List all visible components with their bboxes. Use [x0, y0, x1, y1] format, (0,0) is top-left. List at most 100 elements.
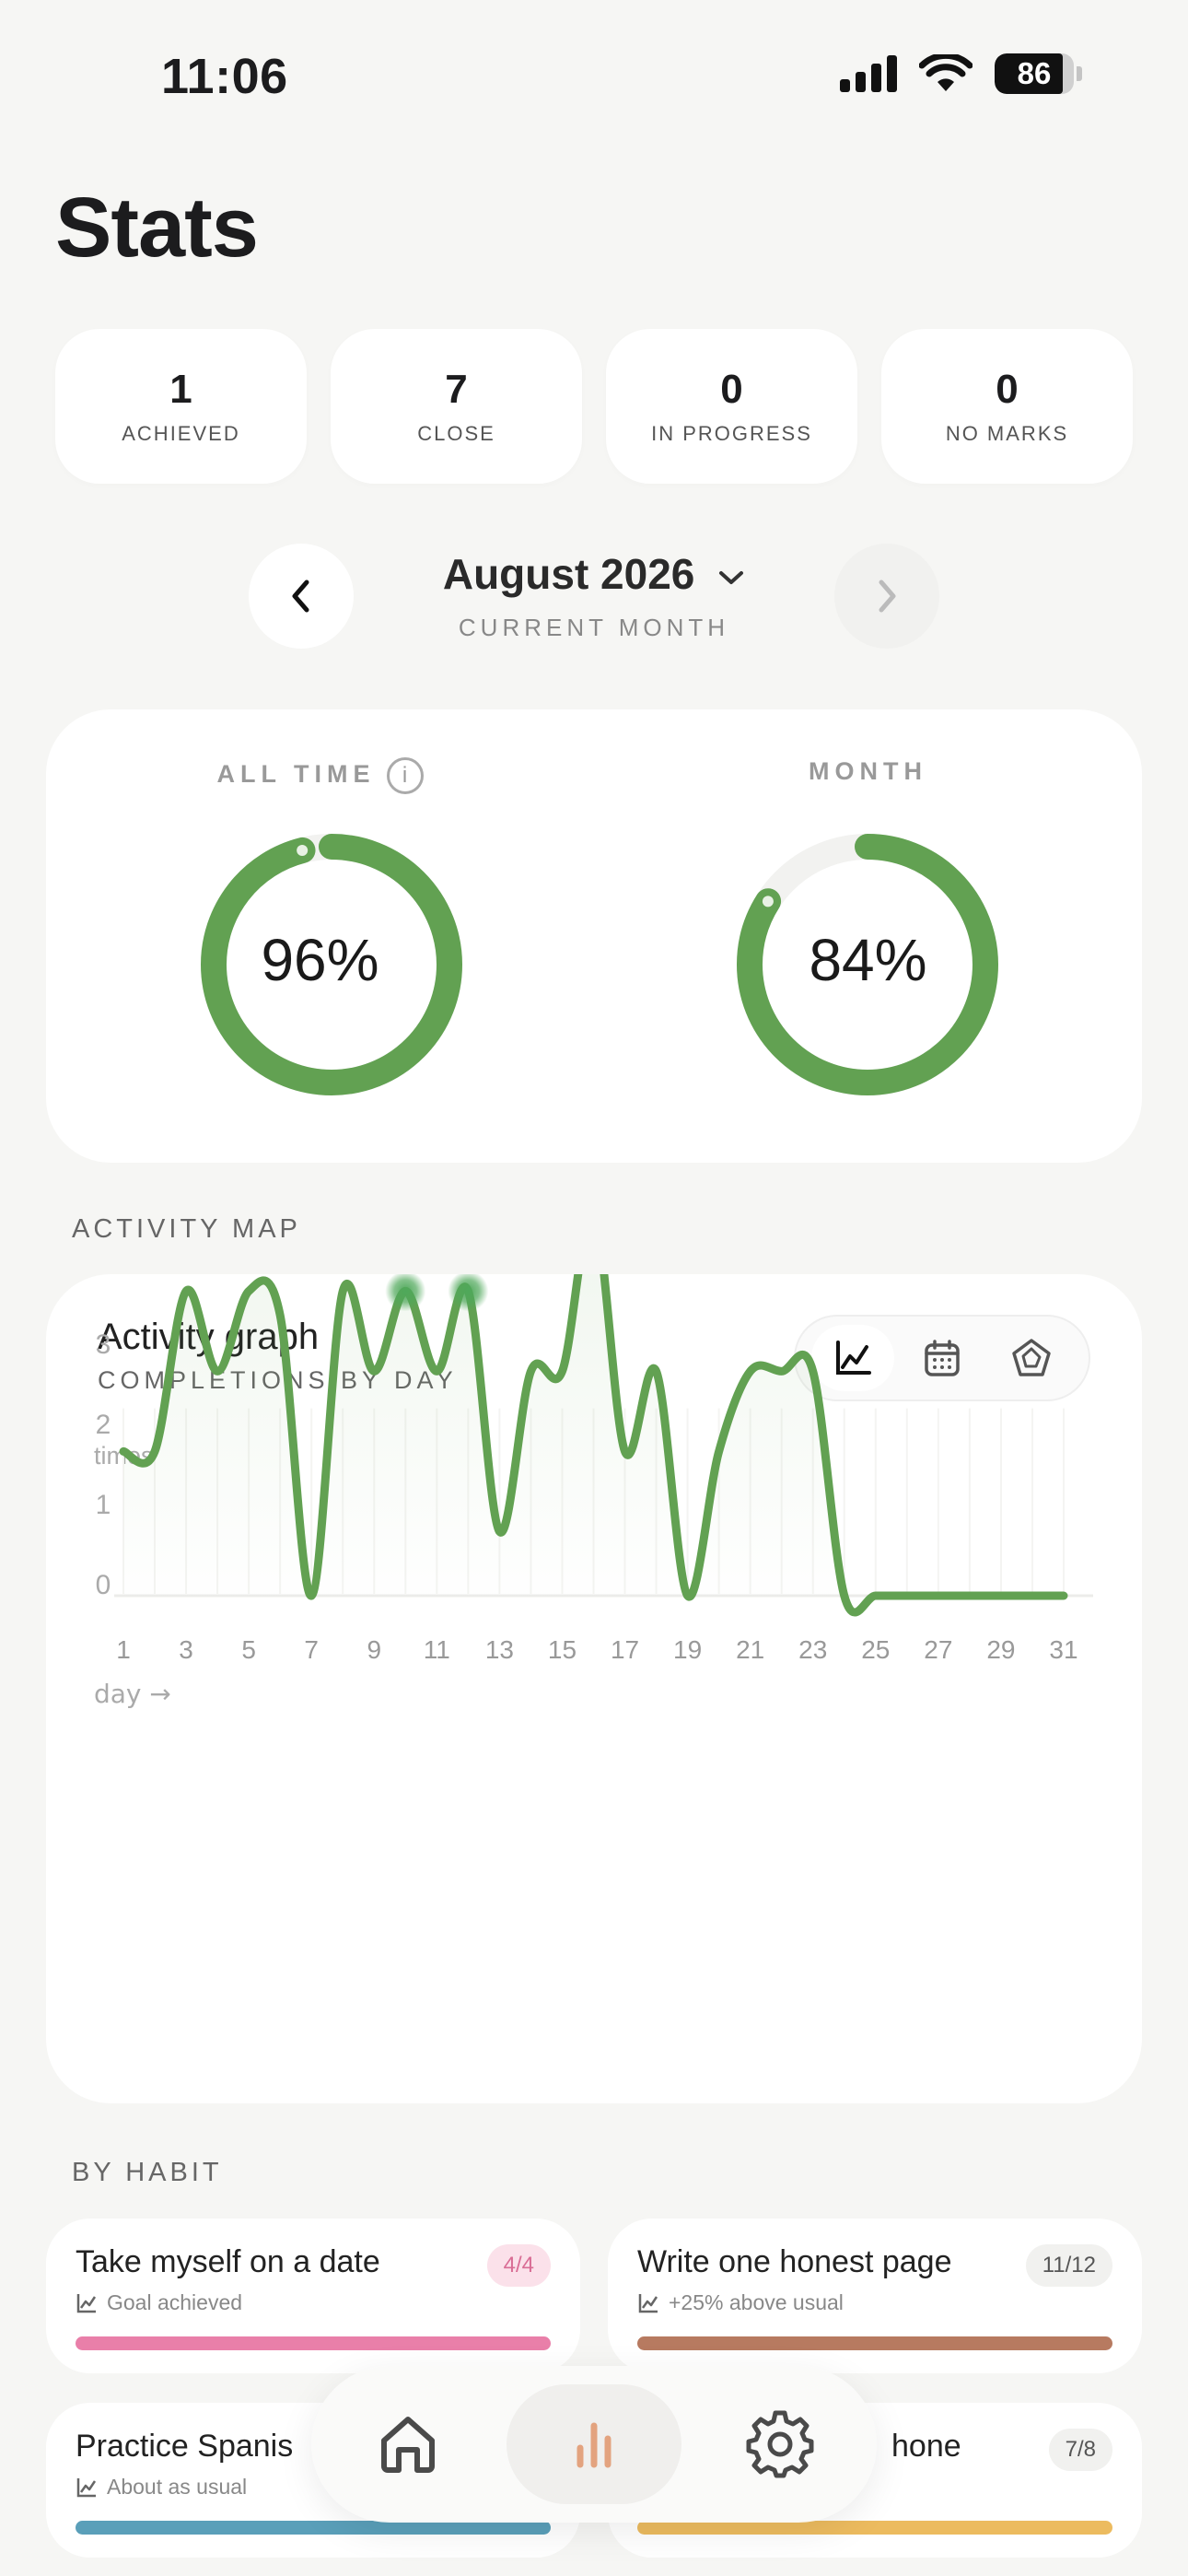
habit-card[interactable]: Take myself on a date Goal achieved 4/4 — [46, 2219, 580, 2373]
data-point — [997, 1592, 1005, 1599]
chevron-right-icon — [879, 580, 896, 613]
habit-note: Goal achieved — [76, 2290, 242, 2315]
x-tick-label: 27 — [924, 1635, 952, 1664]
view-switcher — [794, 1315, 1090, 1401]
summary-value: 1 — [169, 367, 192, 412]
section-label-by-habit: BY HABIT — [72, 2158, 223, 2187]
summary-value: 0 — [996, 367, 1019, 412]
habit-note-text: Goal achieved — [107, 2290, 243, 2314]
section-label-activity: ACTIVITY MAP — [72, 1214, 301, 1244]
y-tick-label: 3 — [96, 1329, 111, 1360]
data-point — [872, 1592, 879, 1599]
month-selector[interactable]: August 2026 — [0, 549, 1188, 599]
data-point — [370, 1367, 378, 1375]
info-icon[interactable]: i — [386, 757, 424, 794]
summary-label: NO MARKS — [945, 422, 1069, 445]
wifi-icon — [919, 54, 973, 91]
data-point — [558, 1367, 565, 1375]
x-tick-label: 21 — [736, 1635, 764, 1664]
x-tick-label: 1 — [116, 1635, 131, 1664]
habit-count-badge: 11/12 — [1025, 2244, 1112, 2287]
tab-settings[interactable] — [693, 2384, 868, 2504]
ring-chart-month — [737, 834, 998, 1095]
activity-area — [123, 1274, 1064, 1612]
chevron-left-icon — [292, 580, 309, 613]
home-icon — [381, 2417, 435, 2473]
tab-bar — [311, 2366, 877, 2523]
x-tick-label: 31 — [1049, 1635, 1077, 1664]
summary-card-achieved[interactable]: 1 ACHIEVED — [55, 329, 307, 484]
data-point — [747, 1367, 754, 1375]
highlight-point[interactable] — [448, 1274, 489, 1312]
previous-month-button[interactable] — [249, 544, 354, 649]
tab-home[interactable] — [320, 2384, 495, 2504]
ring-all-time: ALL TIME i 96% — [46, 709, 594, 1163]
activity-card: Activity graph COMPLETIONS BY DAY — [46, 1274, 1142, 2103]
x-tick-label: 3 — [179, 1635, 193, 1664]
x-tick-label: 13 — [485, 1635, 514, 1664]
data-point — [120, 1447, 127, 1455]
summary-value: 0 — [720, 367, 743, 412]
summary-label: ACHIEVED — [122, 422, 240, 445]
status-icons: 86 — [840, 53, 1082, 94]
ring-end-dot — [297, 845, 309, 857]
ring-label-text: ALL TIME — [216, 760, 376, 789]
activity-line-chart: times012345135791113151719212325272931da… — [94, 1274, 1093, 1709]
ring-label-all-time: ALL TIME i — [46, 757, 594, 794]
summary-card-in-progress[interactable]: 0 IN PROGRESS — [606, 329, 857, 484]
ring-label-month: MONTH — [809, 757, 927, 785]
line-chart-icon — [836, 1341, 872, 1375]
highlight-point[interactable] — [385, 1274, 426, 1312]
trend-icon — [76, 2477, 97, 2497]
x-tick-label: 15 — [548, 1635, 577, 1664]
habit-note: +25% above usual — [637, 2290, 844, 2315]
data-point — [684, 1592, 692, 1599]
cellular-signal-icon — [840, 55, 897, 92]
summary-card-no-marks[interactable]: 0 NO MARKS — [881, 329, 1133, 484]
tab-stats[interactable] — [507, 2384, 681, 2504]
next-month-button[interactable] — [834, 544, 939, 649]
x-axis-label: day → — [94, 1679, 171, 1709]
x-tick-label: 11 — [424, 1635, 450, 1664]
summary-cards: 1 ACHIEVED 7 CLOSE 0 IN PROGRESS 0 NO MA… — [55, 329, 1133, 484]
chevron-down-icon — [719, 570, 744, 584]
status-time: 11:06 — [161, 49, 288, 104]
page-title: Stats — [55, 181, 259, 275]
summary-card-close[interactable]: 7 CLOSE — [331, 329, 582, 484]
radar-view-button[interactable] — [990, 1325, 1073, 1391]
completion-rings-card: ALL TIME i 96% MONTH 84% — [46, 709, 1142, 1163]
battery-icon: 86 — [995, 53, 1082, 94]
calendar-view-button[interactable] — [901, 1325, 984, 1391]
y-tick-label: 4 — [96, 1274, 111, 1280]
calendar-icon — [925, 1340, 960, 1376]
data-point — [527, 1367, 534, 1375]
stats-icon — [577, 2422, 611, 2468]
line-chart-view-button[interactable] — [811, 1325, 895, 1391]
ring-progress-arc — [737, 834, 998, 1095]
trend-icon — [76, 2293, 97, 2313]
data-point — [214, 1367, 221, 1375]
ring-progress-arc — [201, 834, 462, 1095]
ring-value-month: 84% — [809, 927, 927, 993]
summary-value: 7 — [445, 367, 468, 412]
x-tick-label: 23 — [798, 1635, 827, 1664]
habit-card[interactable]: Write one honest page +25% above usual 1… — [608, 2219, 1142, 2373]
ring-chart-all-time — [201, 834, 462, 1095]
habit-note: About as usual — [76, 2475, 247, 2500]
data-point — [809, 1367, 817, 1375]
data-point — [276, 1312, 284, 1319]
habit-progress-bar — [76, 2521, 551, 2535]
habit-count-badge: 7/8 — [1048, 2429, 1112, 2471]
data-point — [903, 1592, 911, 1599]
summary-label: IN PROGRESS — [651, 422, 812, 445]
x-tick-label: 5 — [241, 1635, 256, 1664]
data-point — [1029, 1592, 1036, 1599]
month-title: August 2026 — [442, 550, 695, 598]
habit-note-text: +25% above usual — [669, 2290, 844, 2314]
data-point — [622, 1447, 629, 1455]
habit-name: hone — [891, 2429, 961, 2464]
data-point — [495, 1528, 503, 1535]
x-tick-label: 19 — [673, 1635, 702, 1664]
habit-progress-bar — [637, 2521, 1112, 2535]
